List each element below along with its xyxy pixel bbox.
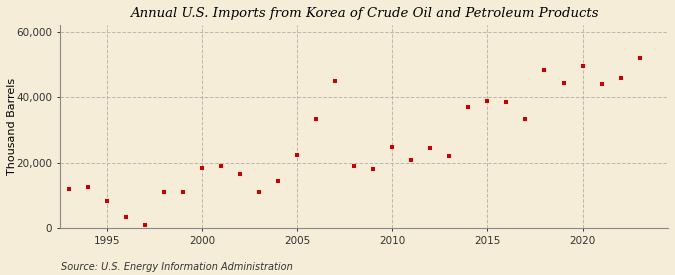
Point [539, 67, 550, 72]
Point [444, 154, 455, 158]
Point [520, 116, 531, 121]
Point [482, 98, 493, 103]
Point [235, 172, 246, 177]
Point [121, 215, 132, 219]
Point [216, 164, 227, 168]
Point [197, 166, 208, 170]
Point [159, 190, 169, 195]
Point [615, 76, 626, 80]
Point [634, 56, 645, 60]
Point [596, 82, 607, 86]
Point [330, 79, 341, 83]
Point [311, 116, 322, 121]
Point [387, 144, 398, 149]
Point [178, 190, 189, 195]
Point [425, 146, 436, 150]
Point [558, 80, 569, 85]
Y-axis label: Thousand Barrels: Thousand Barrels [7, 78, 17, 175]
Point [463, 105, 474, 109]
Point [577, 64, 588, 68]
Point [140, 223, 151, 227]
Point [64, 187, 75, 191]
Point [349, 164, 360, 168]
Text: Source: U.S. Energy Information Administration: Source: U.S. Energy Information Administ… [61, 262, 292, 271]
Point [292, 153, 303, 157]
Point [102, 198, 113, 203]
Point [406, 157, 417, 162]
Point [254, 190, 265, 195]
Point [368, 167, 379, 172]
Point [83, 185, 94, 190]
Point [273, 179, 284, 183]
Title: Annual U.S. Imports from Korea of Crude Oil and Petroleum Products: Annual U.S. Imports from Korea of Crude … [130, 7, 598, 20]
Point [501, 100, 512, 104]
